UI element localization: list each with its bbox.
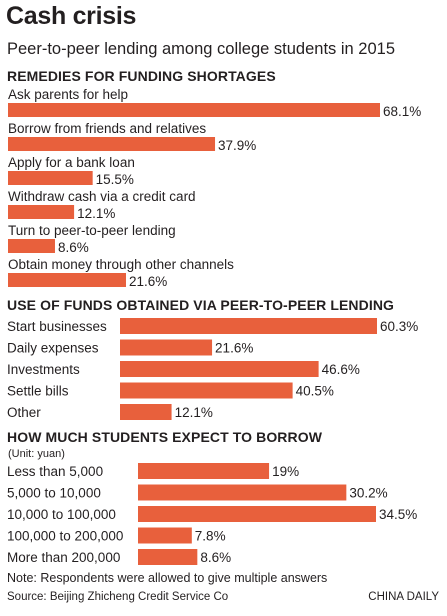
- bar: [138, 506, 376, 522]
- category-label: Apply for a bank loan: [8, 155, 135, 170]
- value-label: 37.9%: [218, 138, 256, 153]
- bar: [138, 549, 198, 565]
- bar: [138, 484, 347, 501]
- bar: [138, 527, 192, 544]
- section-heading-use-of-funds: USE OF FUNDS OBTAINED VIA PEER-TO-PEER L…: [7, 297, 395, 313]
- category-label: Turn to peer-to-peer lending: [8, 223, 176, 238]
- value-label: 30.2%: [349, 486, 387, 501]
- bar: [120, 318, 377, 334]
- value-label: 21.6%: [129, 274, 167, 289]
- category-label: Investments: [7, 362, 80, 377]
- category-label: Start businesses: [7, 319, 107, 334]
- category-label: 100,000 to 200,000: [7, 529, 123, 544]
- value-label: 68.1%: [383, 104, 421, 119]
- category-label: 5,000 to 10,000: [7, 486, 101, 501]
- category-label: Other: [7, 405, 41, 420]
- chart-title: Cash crisis: [6, 2, 137, 30]
- value-label: 34.5%: [379, 507, 417, 522]
- category-label: Borrow from friends and relatives: [8, 121, 206, 136]
- bar: [8, 205, 75, 219]
- bar: [120, 361, 319, 377]
- bar: [138, 463, 270, 479]
- credit-line: CHINA DAILY: [368, 591, 439, 603]
- category-label: 10,000 to 100,000: [7, 507, 116, 522]
- bar: [120, 382, 293, 399]
- section-heading-expected-borrowing: HOW MUCH STUDENTS EXPECT TO BORROW: [7, 429, 323, 445]
- section-heading-remedies: REMEDIES FOR FUNDING SHORTAGES: [7, 68, 276, 84]
- bar: [8, 137, 216, 151]
- value-label: 8.6%: [200, 550, 231, 565]
- bar: [8, 273, 126, 287]
- value-label: 46.6%: [322, 362, 360, 377]
- bar: [120, 404, 172, 420]
- bar: [120, 339, 213, 356]
- bar: [8, 171, 93, 185]
- category-label: More than 200,000: [7, 550, 120, 565]
- value-label: 60.3%: [380, 319, 418, 334]
- category-label: Withdraw cash via a credit card: [8, 189, 196, 204]
- chart-subtitle: Peer-to-peer lending among college stude…: [7, 40, 396, 58]
- value-label: 7.8%: [195, 529, 226, 544]
- bar: [8, 239, 55, 253]
- value-label: 21.6%: [215, 341, 253, 356]
- category-label: Obtain money through other channels: [8, 257, 234, 272]
- value-label: 19%: [272, 464, 299, 479]
- value-label: 12.1%: [175, 405, 213, 420]
- value-label: 15.5%: [96, 172, 134, 187]
- value-label: 12.1%: [77, 206, 115, 221]
- unit-note: (Unit: yuan): [8, 448, 65, 460]
- category-label: Less than 5,000: [7, 464, 103, 479]
- source-line: Source: Beijing Zhicheng Credit Service …: [7, 591, 229, 603]
- value-label: 8.6%: [58, 240, 89, 255]
- value-label: 40.5%: [296, 384, 334, 399]
- footnote: Note: Respondents were allowed to give m…: [7, 571, 328, 585]
- category-label: Daily expenses: [7, 341, 99, 356]
- category-label: Settle bills: [7, 384, 69, 399]
- bar: [8, 103, 380, 117]
- category-label: Ask parents for help: [8, 87, 128, 102]
